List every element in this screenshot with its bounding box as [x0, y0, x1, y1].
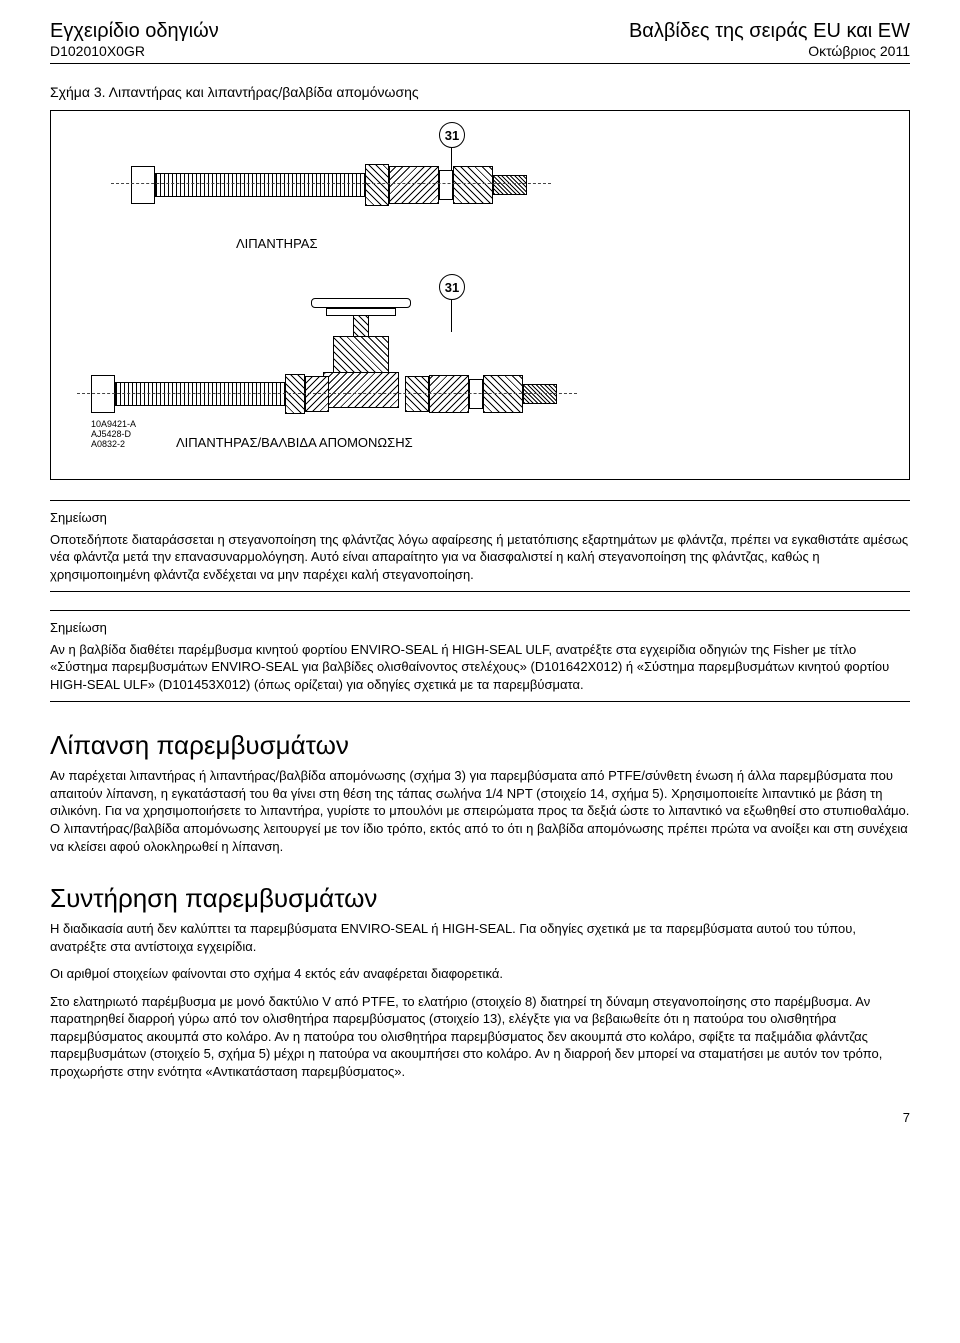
page-number: 7 — [50, 1110, 910, 1125]
bolt-shaft-bot — [115, 382, 285, 406]
ref-codes: 10A9421-A AJ5428-D A0832-2 — [91, 420, 136, 450]
figure-block: 31 ΛΙΠΑΝΤΗΡΑΣ 31 — [50, 110, 910, 480]
handwheel-top — [311, 298, 411, 308]
series-title: Βαλβίδες της σειράς EU και EW — [629, 20, 910, 43]
bolt-shaft-top — [155, 173, 365, 197]
coupling-2-bot — [305, 376, 329, 412]
section-1-heading: Λίπανση παρεμβυσμάτων — [50, 730, 910, 761]
coupling-6-bot — [483, 375, 523, 413]
section-2-p2: Οι αριθμοί στοιχείων φαίνονται στο σχήμα… — [50, 965, 910, 983]
section-2-p1: Η διαδικασία αυτή δεν καλύπτει τα παρεμβ… — [50, 920, 910, 955]
centerline-top — [111, 183, 551, 184]
doc-code: D102010X0GR — [50, 43, 219, 59]
header-left: Εγχειρίδιο οδηγιών D102010X0GR — [50, 20, 219, 59]
diagram-area: 31 ΛΙΠΑΝΤΗΡΑΣ 31 — [71, 126, 889, 464]
ref-code-3: A0832-2 — [91, 440, 136, 450]
coupling-2-top — [389, 166, 439, 204]
doc-title: Εγχειρίδιο οδηγιών — [50, 20, 219, 43]
coupling-4-top — [453, 166, 493, 204]
coupling-4-bot — [429, 375, 469, 413]
bolt-head-top — [131, 166, 155, 204]
centerline-bot — [77, 393, 577, 394]
note-2: Σημείωση Αν η βαλβίδα διαθέτει παρέμβυσμ… — [50, 610, 910, 702]
doc-date: Οκτώβριος 2011 — [629, 43, 910, 59]
callout-31-top: 31 — [439, 122, 465, 148]
thread-tip-bot — [523, 384, 557, 404]
figure-caption: Σχήμα 3. Λιπαντήρας και λιπαντήρας/βαλβί… — [50, 84, 910, 100]
note-1-label: Σημείωση — [50, 509, 910, 527]
note-1-text: Οποτεδήποτε διαταράσσεται η στεγανοποίησ… — [50, 532, 908, 582]
section-2-p3: Στο ελατηριωτό παρέμβυσμα με μονό δακτύλ… — [50, 993, 910, 1081]
coupling-3-top — [439, 170, 453, 200]
callout-31-mid: 31 — [439, 274, 465, 300]
note-2-text: Αν η βαλβίδα διαθέτει παρέμβυσμα κινητού… — [50, 642, 889, 692]
handwheel-plate — [326, 308, 396, 316]
thread-tip-top — [493, 175, 527, 195]
lubricator-bottom — [91, 374, 557, 414]
section-2-heading: Συντήρηση παρεμβυσμάτων — [50, 883, 910, 914]
section-1-p1: Αν παρέχεται λιπαντήρας ή λιπαντήρας/βαλ… — [50, 767, 910, 855]
page-header: Εγχειρίδιο οδηγιών D102010X0GR Βαλβίδες … — [50, 20, 910, 64]
label-lubricator-valve: ΛΙΠΑΝΤΗΡΑΣ/ΒΑΛΒΙΔΑ ΑΠΟΜΟΝΩΣΗΣ — [176, 435, 413, 450]
label-lubricator: ΛΙΠΑΝΤΗΡΑΣ — [236, 236, 318, 251]
callout-line-mid — [451, 300, 452, 332]
note-1: Σημείωση Οποτεδήποτε διαταράσσεται η στε… — [50, 500, 910, 592]
coupling-1-top — [365, 164, 389, 206]
valve-gap — [329, 382, 405, 406]
coupling-3-bot — [405, 376, 429, 412]
lubricator-top — [131, 164, 527, 206]
coupling-5-bot — [469, 379, 483, 409]
bolt-head-bot — [91, 375, 115, 413]
header-right: Βαλβίδες της σειράς EU και EW Οκτώβριος … — [629, 20, 910, 59]
note-2-label: Σημείωση — [50, 619, 910, 637]
coupling-1-bot — [285, 374, 305, 414]
